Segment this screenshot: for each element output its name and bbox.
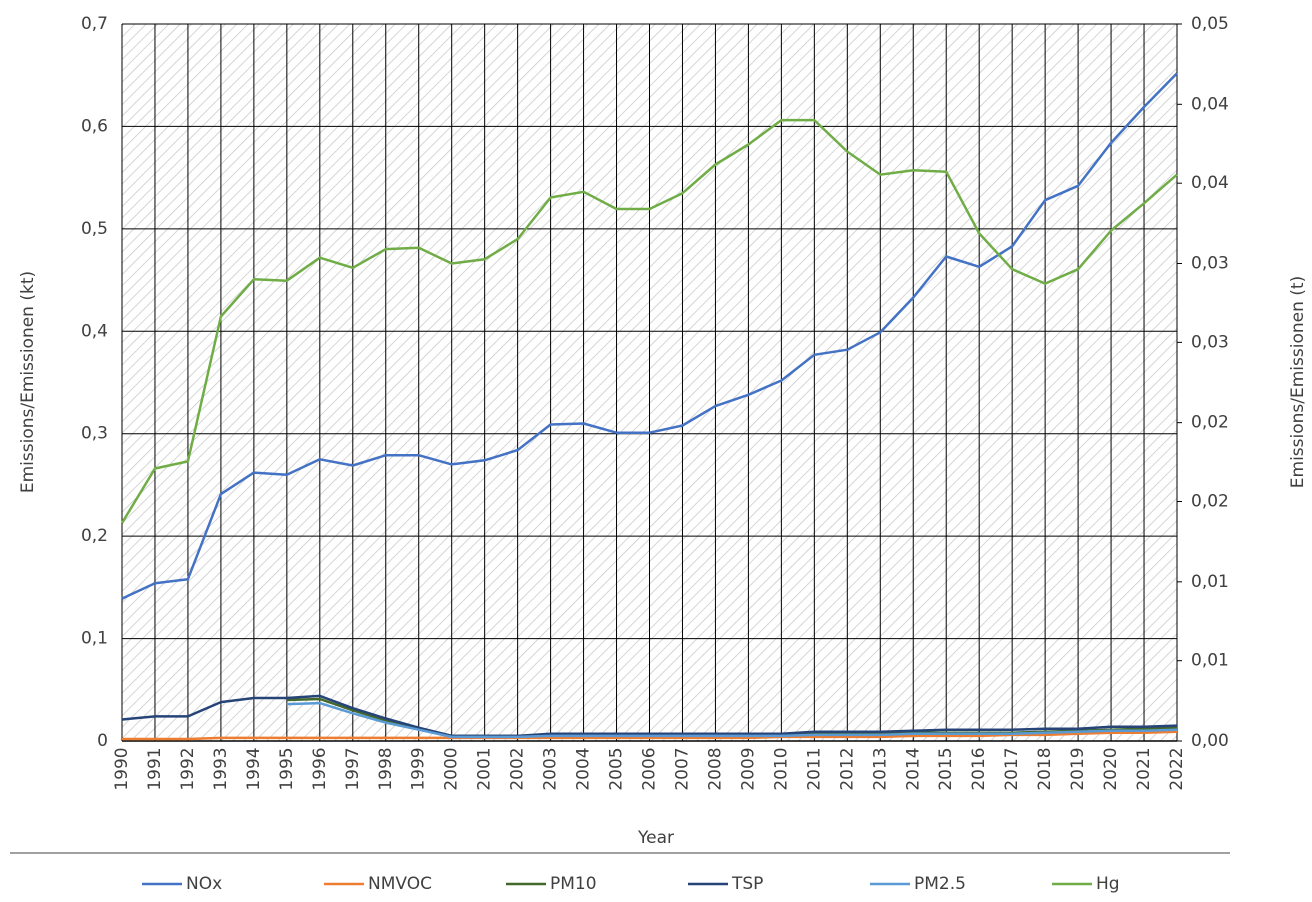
y2-axis-title: Emissions/Emissionen (t): [1288, 276, 1308, 488]
data-line: [122, 730, 1178, 741]
legend-label: NMVOC: [368, 874, 432, 894]
x-tick-label: 1990: [112, 747, 132, 790]
y2-tick-label: 0,02: [1191, 413, 1229, 433]
y2-tick-label: 0,04: [1191, 94, 1229, 114]
x-tick-label: 2011: [804, 747, 824, 790]
y-tick-label: 0,1: [81, 629, 108, 649]
data-line: [121, 72, 1178, 600]
x-tick-label: 1995: [277, 747, 297, 790]
legend-label: PM2.5: [914, 874, 966, 894]
x-tick-label: 2010: [771, 747, 791, 790]
y-tick-label: 0,7: [81, 14, 108, 34]
data-line: [120, 118, 1178, 524]
y-tick-label: 0,3: [81, 424, 108, 444]
y-axis-title: Emissions/Emissionen (kt): [18, 271, 38, 493]
y-tick-label: 0,6: [81, 116, 108, 136]
y2-tick-label: 0,02: [1191, 492, 1229, 512]
x-tick-label: 2017: [1002, 747, 1022, 790]
x-tick-label: 2007: [672, 747, 692, 790]
data-line: [121, 694, 1178, 738]
x-tick-label: 1997: [343, 747, 363, 790]
x-tick-label: 1992: [178, 747, 198, 790]
data-line: [286, 701, 1178, 739]
x-tick-label: 1998: [376, 747, 396, 790]
x-tick-label: 2015: [936, 747, 956, 790]
x-tick-label: 2018: [1035, 747, 1055, 790]
x-tick-label: 2019: [1068, 747, 1088, 790]
y2-tick-label: 0,03: [1191, 332, 1229, 352]
x-tick-label: 2002: [508, 747, 528, 790]
y2-tick-label: 0,01: [1191, 572, 1229, 592]
y2-tick-label: 0,05: [1191, 14, 1229, 34]
x-tick-label: 2021: [1134, 747, 1154, 790]
x-tick-label: 2009: [738, 747, 758, 790]
x-tick-label: 1996: [310, 747, 330, 790]
y2-tick-label: 0,03: [1191, 253, 1229, 273]
y-tick-label: 0,4: [81, 321, 108, 341]
x-tick-label: 2013: [870, 747, 890, 790]
x-tick-label: 1991: [145, 747, 165, 790]
legend-label: Hg: [1096, 874, 1120, 894]
x-tick-label: 1999: [409, 747, 429, 790]
x-tick-label: 1994: [244, 747, 264, 790]
x-tick-label: 2014: [903, 747, 923, 790]
x-tick-label: 2022: [1167, 747, 1187, 790]
x-tick-label: 2001: [475, 747, 495, 790]
x-tick-label: 2006: [640, 747, 660, 790]
y2-tick-label: 0,04: [1191, 173, 1229, 193]
y2-tick-label: 0,00: [1191, 731, 1229, 751]
legend-label: PM10: [550, 874, 597, 894]
y-tick-label: 0: [97, 731, 108, 751]
legend-label: TSP: [731, 874, 763, 894]
x-tick-label: 2020: [1101, 747, 1121, 790]
x-tick-label: 2004: [574, 747, 594, 790]
x-tick-label: 2000: [442, 747, 462, 790]
x-tick-label: 2003: [541, 747, 561, 790]
x-axis-title: Year: [637, 828, 674, 848]
y-tick-label: 0,2: [81, 526, 108, 546]
x-tick-label: 2016: [969, 747, 989, 790]
x-tick-label: 1993: [211, 747, 231, 790]
legend-label: NOx: [186, 874, 222, 894]
x-tick-label: 2008: [705, 747, 725, 790]
y-tick-label: 0,5: [81, 219, 108, 239]
x-tick-label: 2012: [837, 747, 857, 790]
x-tick-label: 2005: [607, 747, 627, 790]
y2-tick-label: 0,01: [1191, 651, 1229, 671]
